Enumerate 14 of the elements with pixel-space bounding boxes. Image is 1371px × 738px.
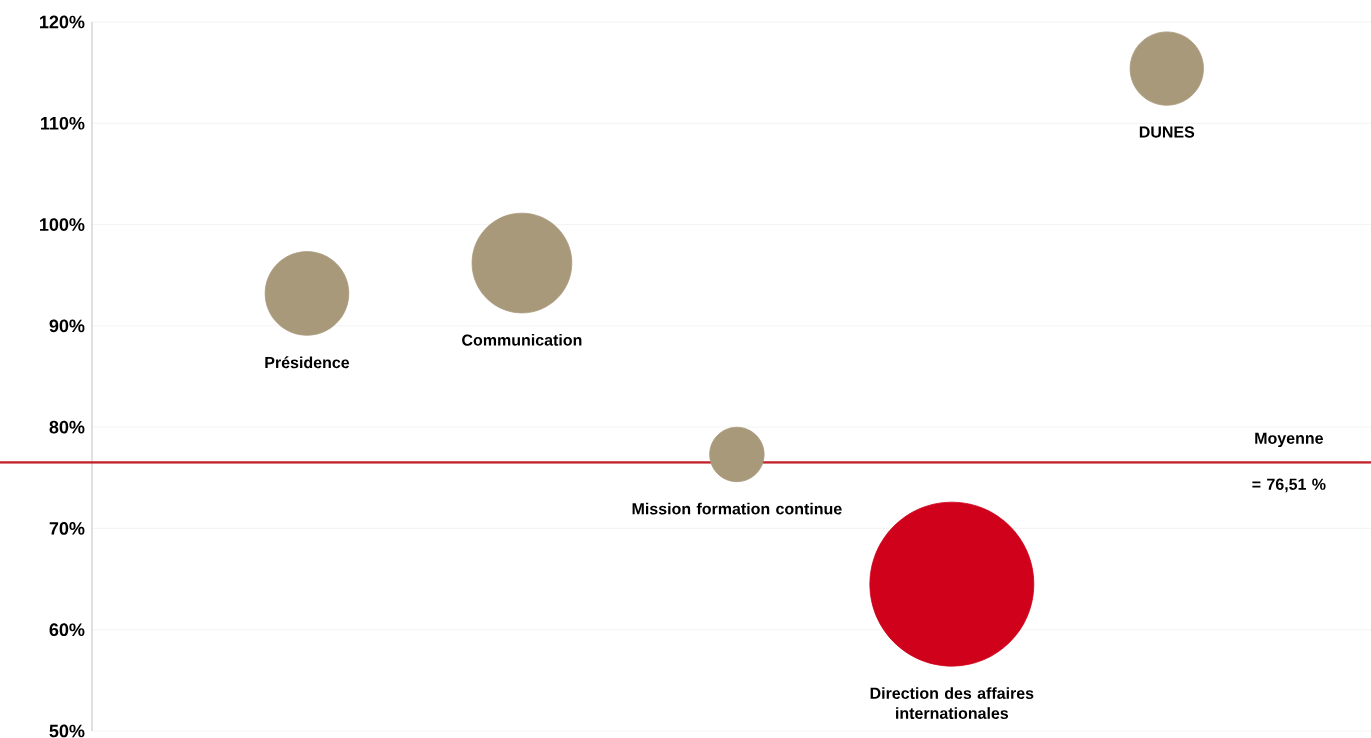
y-tick-label: 110% bbox=[41, 116, 85, 130]
x-tick-label: Présidence bbox=[265, 356, 350, 369]
x-tick-label: Direction des affaires internationales bbox=[870, 687, 1034, 719]
x-tick-label: Mission formation continue bbox=[632, 502, 842, 515]
y-tick-label: 50% bbox=[49, 724, 85, 738]
x-tick-label: DUNES bbox=[1139, 126, 1195, 138]
y-tick-label: 60% bbox=[49, 623, 85, 637]
x-tick-label: Communication bbox=[462, 333, 582, 346]
y-tick-label: 70% bbox=[49, 522, 85, 535]
text: Moyenne = 76,51 % bbox=[1252, 432, 1326, 493]
y-tick-label: 100% bbox=[40, 218, 85, 231]
y-tick-label: 80% bbox=[49, 420, 85, 434]
y-tick-label: 90% bbox=[49, 319, 85, 333]
y-tick-label: 120% bbox=[40, 15, 85, 29]
